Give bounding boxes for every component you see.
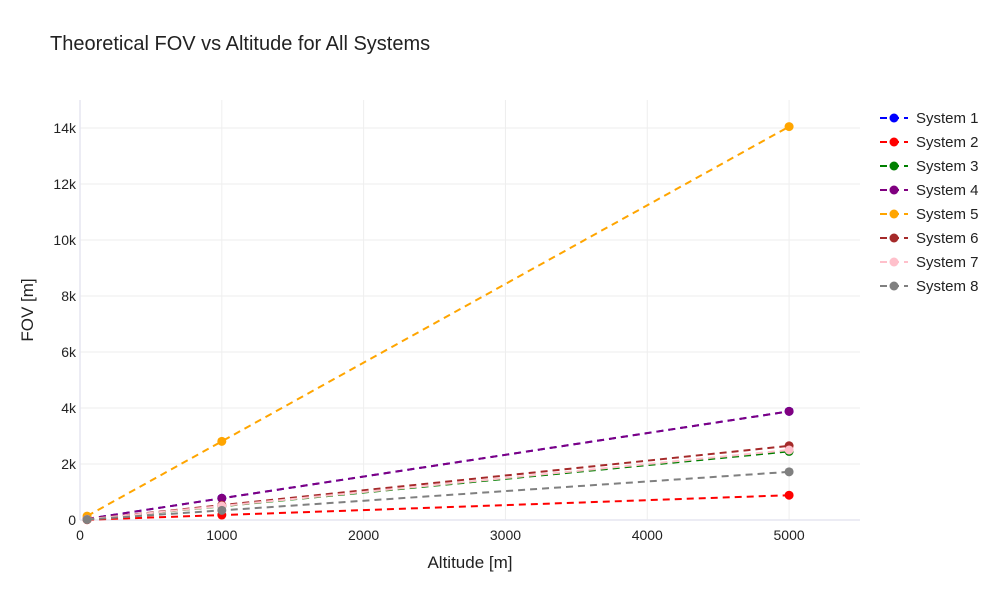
series-line-system-7 [86,449,790,521]
legend-item-system-2[interactable]: System 2 [880,134,979,151]
x-tick-label: 0 [76,527,84,543]
series-system-1 [82,406,794,524]
x-tick-label: 4000 [632,527,663,543]
legend-swatch-marker [889,209,899,219]
data-point-system-2[interactable] [784,490,794,500]
legend-swatch-marker [889,161,899,171]
data-point-system-7[interactable] [784,445,794,455]
series-system-4 [82,406,794,524]
y-tick-label: 8k [61,288,77,304]
y-tick-label: 4k [61,400,77,416]
series-system-6 [82,441,794,524]
data-point-system-8[interactable] [784,467,794,477]
x-tick-label: 2000 [348,527,379,543]
data-point-system-4[interactable] [784,406,794,416]
legend-item-system-5[interactable]: System 5 [880,206,979,223]
legend[interactable]: System 1 System 2 System 3 System 4 System 5… [880,110,979,295]
legend-label: System 3 [916,158,979,175]
data-point-system-4[interactable] [217,493,227,503]
legend-label: System 8 [916,278,979,295]
legend-label: System 4 [916,182,979,199]
x-tick-label: 5000 [774,527,805,543]
series-line-system-8 [87,470,790,521]
legend-label: System 5 [916,206,979,223]
y-tick-label: 14k [53,120,77,136]
data-point-system-8[interactable] [82,515,92,525]
legend-swatch-marker [889,257,899,267]
legend-label: System 6 [916,230,979,247]
legend-label: System 1 [916,110,979,127]
series-line-system-2 [87,494,790,521]
legend-swatch-marker [889,281,899,291]
grid-layer [80,100,860,520]
x-axis-title: Altitude [m] [427,553,512,572]
y-axis-title: FOV [m] [18,278,37,341]
legend-item-system-6[interactable]: System 6 [880,230,979,247]
chart-title: Theoretical FOV vs Altitude for All Syst… [50,33,430,55]
axis-layer: 0 1000 2000 3000 4000 5000 0 2k 4k 6k 8k 10k 12k 14k [53,100,860,543]
series-line-system-5 [86,125,790,517]
data-point-system-5[interactable] [217,436,227,446]
x-tick-label: 3000 [490,527,521,543]
legend-item-system-8[interactable]: System 8 [880,278,979,295]
legend-swatch-marker [889,137,899,147]
legend-swatch-marker [889,185,899,195]
legend-swatch-marker [889,113,899,123]
series-layer [82,122,794,525]
y-tick-label: 10k [53,232,77,248]
y-tick-label: 2k [61,456,77,472]
legend-item-system-7[interactable]: System 7 [880,254,979,271]
series-line-system-4 [86,410,790,520]
legend-item-system-4[interactable]: System 4 [880,182,979,199]
legend-label: System 2 [916,134,979,151]
legend-swatch-marker [889,233,899,243]
y-tick-label: 12k [53,176,77,192]
legend-item-system-1[interactable]: System 1 [880,110,979,127]
data-point-system-5[interactable] [784,122,794,132]
x-tick-label: 1000 [206,527,237,543]
legend-label: System 7 [916,254,979,271]
y-tick-label: 0 [68,512,76,528]
legend-item-system-3[interactable]: System 3 [880,158,979,175]
data-point-system-8[interactable] [217,505,227,515]
series-system-8 [82,467,794,525]
y-tick-label: 6k [61,344,77,360]
